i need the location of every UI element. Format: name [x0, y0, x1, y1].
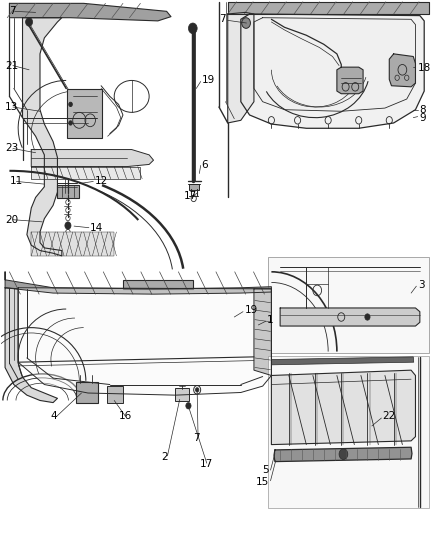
- FancyBboxPatch shape: [107, 385, 124, 402]
- Polygon shape: [274, 447, 412, 462]
- FancyBboxPatch shape: [175, 388, 189, 401]
- FancyBboxPatch shape: [67, 90, 102, 138]
- Text: 4: 4: [51, 411, 57, 422]
- Text: 7: 7: [10, 6, 16, 17]
- Text: 17: 17: [199, 459, 212, 469]
- Polygon shape: [254, 289, 272, 375]
- Circle shape: [25, 18, 32, 26]
- Circle shape: [65, 222, 71, 229]
- Circle shape: [186, 402, 191, 409]
- Text: 19: 19: [245, 305, 258, 315]
- Polygon shape: [18, 288, 272, 395]
- Circle shape: [195, 387, 199, 392]
- Polygon shape: [31, 150, 153, 166]
- Circle shape: [188, 23, 197, 34]
- Text: 3: 3: [418, 280, 424, 290]
- Polygon shape: [337, 67, 363, 94]
- Polygon shape: [31, 232, 114, 256]
- Polygon shape: [272, 370, 416, 445]
- Polygon shape: [5, 288, 57, 402]
- Circle shape: [69, 121, 72, 125]
- Text: 11: 11: [10, 176, 23, 187]
- Text: 2: 2: [161, 452, 168, 462]
- Text: 1: 1: [267, 314, 274, 325]
- Polygon shape: [389, 54, 416, 87]
- Circle shape: [339, 449, 348, 459]
- Text: 23: 23: [5, 143, 18, 154]
- Polygon shape: [254, 18, 416, 111]
- FancyBboxPatch shape: [57, 185, 79, 198]
- Text: 12: 12: [95, 176, 108, 187]
- Text: 7: 7: [219, 14, 226, 25]
- Circle shape: [365, 314, 370, 320]
- Polygon shape: [228, 12, 254, 123]
- Polygon shape: [228, 2, 428, 14]
- Text: 19: 19: [201, 76, 215, 85]
- FancyBboxPatch shape: [268, 257, 429, 353]
- FancyBboxPatch shape: [76, 382, 98, 403]
- Circle shape: [69, 102, 72, 107]
- Text: 21: 21: [5, 61, 18, 70]
- Text: 7: 7: [193, 433, 199, 443]
- Text: 22: 22: [383, 411, 396, 422]
- Text: 9: 9: [419, 112, 426, 123]
- Text: 15: 15: [256, 477, 269, 487]
- Polygon shape: [241, 14, 424, 128]
- Text: 18: 18: [418, 63, 431, 72]
- Text: 6: 6: [201, 160, 208, 171]
- Text: 14: 14: [90, 223, 103, 233]
- Text: 5: 5: [263, 465, 269, 474]
- Text: 17: 17: [184, 191, 198, 201]
- Polygon shape: [272, 357, 414, 365]
- Polygon shape: [31, 166, 141, 179]
- Text: 20: 20: [5, 215, 18, 225]
- Text: 8: 8: [419, 105, 426, 115]
- Circle shape: [242, 18, 251, 28]
- FancyBboxPatch shape: [189, 183, 199, 190]
- FancyBboxPatch shape: [123, 280, 193, 289]
- Polygon shape: [5, 272, 272, 294]
- FancyBboxPatch shape: [268, 356, 429, 508]
- Polygon shape: [280, 308, 420, 326]
- Text: 13: 13: [5, 102, 18, 112]
- Polygon shape: [10, 3, 171, 21]
- Polygon shape: [22, 18, 62, 256]
- Text: 16: 16: [119, 411, 132, 422]
